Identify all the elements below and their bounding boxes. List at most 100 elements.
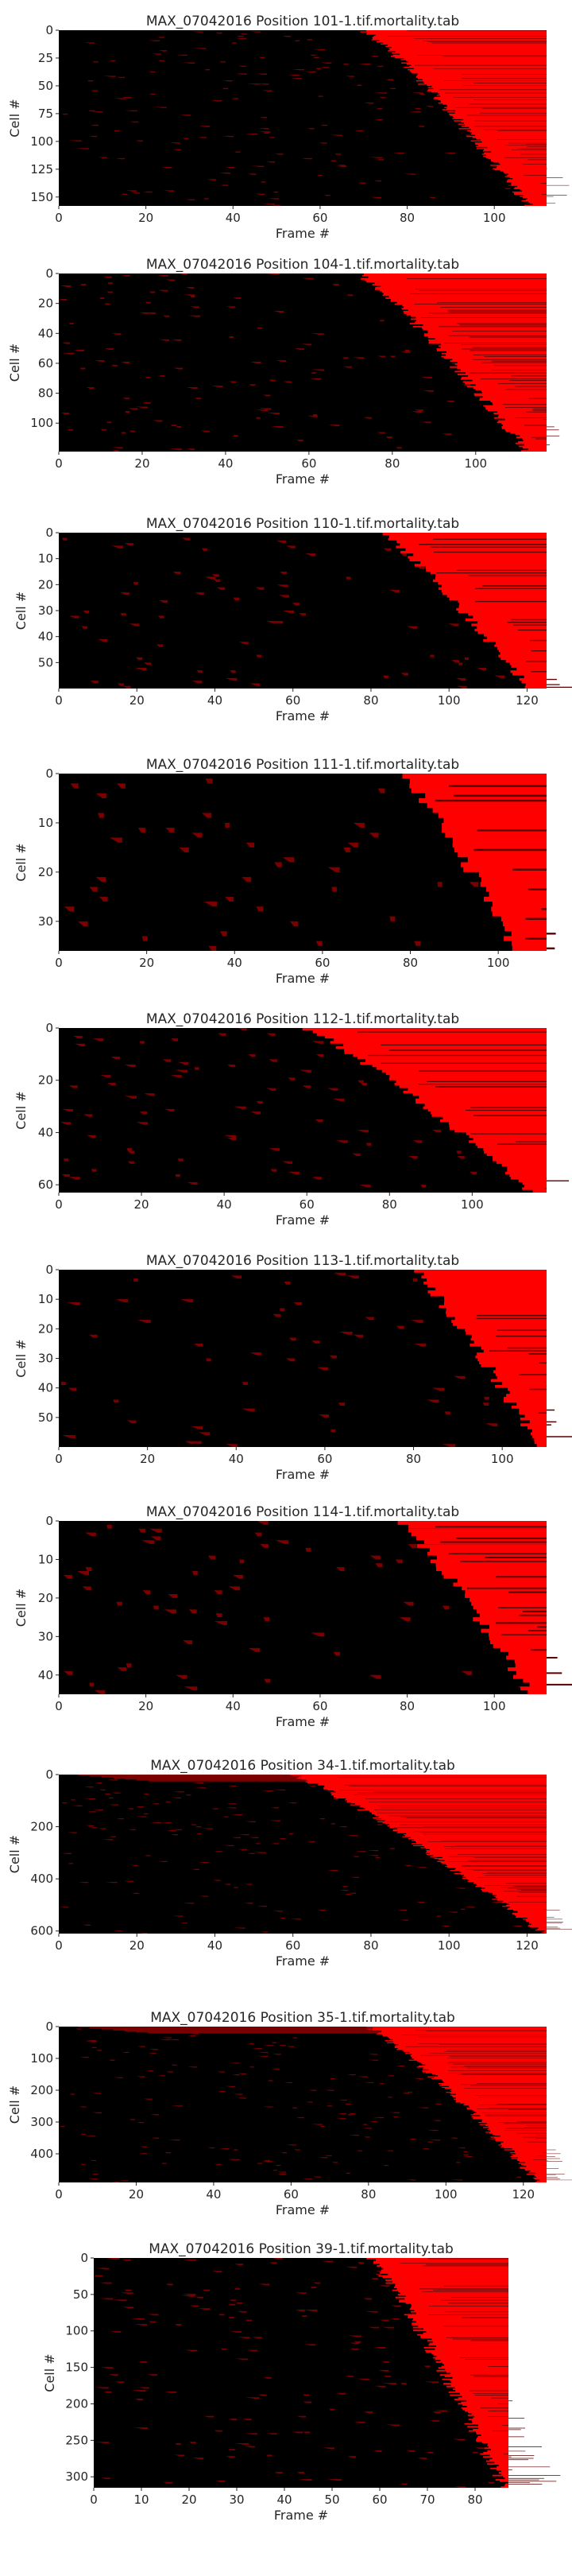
x-tick-label: 0 bbox=[55, 693, 63, 708]
y-axis-label: Cell # bbox=[7, 1835, 22, 1873]
x-tick-label: 0 bbox=[55, 211, 63, 225]
x-tick-label: 0 bbox=[55, 1938, 63, 1953]
x-tick-label: 80 bbox=[467, 2493, 482, 2507]
x-axis-label: Frame # bbox=[276, 226, 330, 241]
x-tick-label: 40 bbox=[229, 1452, 244, 1466]
y-tick-label: 0 bbox=[45, 2019, 53, 2034]
x-tick-label: 30 bbox=[229, 2493, 244, 2507]
x-axis-label: Frame # bbox=[276, 971, 330, 986]
heatmap-flicker bbox=[358, 1031, 570, 1189]
chart-title: MAX_07042016 Position 110-1.tif.mortalit… bbox=[146, 516, 459, 532]
y-tick-label: 200 bbox=[30, 1820, 53, 1834]
x-tick-label: 20 bbox=[138, 1699, 153, 1713]
x-tick-label: 100 bbox=[487, 956, 510, 970]
y-tick-label: 60 bbox=[38, 1177, 53, 1192]
x-axis-label: Frame # bbox=[276, 1714, 330, 1729]
y-tick-label: 0 bbox=[45, 1263, 53, 1277]
heatmap-flicker bbox=[400, 2258, 561, 2485]
x-tick-label: 100 bbox=[483, 1699, 506, 1713]
x-axis-label: Frame # bbox=[276, 708, 330, 724]
y-tick-label: 100 bbox=[65, 2324, 88, 2338]
heatmap-flicker bbox=[418, 538, 572, 689]
heatmap-flicker bbox=[435, 1526, 572, 1686]
x-tick-label: 60 bbox=[300, 1197, 315, 1212]
x-tick-label: 60 bbox=[317, 1452, 332, 1466]
heatmap-cells bbox=[95, 2258, 561, 2488]
y-tick-label: 75 bbox=[38, 107, 53, 121]
y-tick-label: 0 bbox=[45, 1767, 53, 1782]
y-tick-label: 20 bbox=[38, 1321, 53, 1336]
y-axis-label: Cell # bbox=[14, 592, 29, 630]
heatmap-cells bbox=[60, 1028, 570, 1193]
y-tick-label: 20 bbox=[38, 1073, 53, 1088]
x-axis-label: Frame # bbox=[274, 2508, 328, 2523]
y-tick-label: 50 bbox=[73, 2287, 88, 2302]
heatmap-flicker bbox=[402, 2030, 572, 2181]
x-tick-label: 20 bbox=[129, 2187, 144, 2202]
y-tick-label: 10 bbox=[38, 816, 53, 830]
y-axis-label: Cell # bbox=[14, 1339, 29, 1377]
y-tick-label: 150 bbox=[65, 2361, 88, 2375]
x-tick-label: 100 bbox=[491, 1452, 514, 1466]
heatmap-flicker bbox=[388, 30, 570, 204]
heatmap-death-region bbox=[361, 274, 547, 452]
chart-title: MAX_07042016 Position 101-1.tif.mortalit… bbox=[146, 14, 459, 29]
chart-title: MAX_07042016 Position 113-1.tif.mortalit… bbox=[146, 1253, 459, 1269]
y-tick-label: 0 bbox=[45, 1021, 53, 1035]
y-tick-label: 60 bbox=[38, 356, 53, 370]
heatmap-panel-6: MAX_07042016 Position 114-1.tif.mortalit… bbox=[14, 1504, 572, 1729]
y-tick-label: 50 bbox=[38, 79, 53, 93]
heatmap-death-region bbox=[414, 1270, 547, 1447]
y-tick-label: 250 bbox=[65, 2433, 88, 2447]
heatmap-cells bbox=[62, 30, 570, 207]
heatmap-dim-signal bbox=[60, 2027, 522, 2183]
y-tick-label: 0 bbox=[45, 766, 53, 781]
y-tick-label: 50 bbox=[38, 655, 53, 669]
x-tick-label: 40 bbox=[217, 1197, 232, 1212]
y-tick-label: 200 bbox=[30, 2083, 53, 2097]
x-tick-label: 0 bbox=[55, 2187, 63, 2202]
x-axis-label: Frame # bbox=[276, 1212, 330, 1228]
y-tick-label: 0 bbox=[45, 526, 53, 540]
x-tick-label: 80 bbox=[400, 1699, 415, 1713]
heatmap-death-region bbox=[366, 2258, 508, 2488]
heatmap-death-region bbox=[289, 1775, 547, 1934]
y-axis-label: Cell # bbox=[14, 1589, 29, 1627]
x-tick-label: 60 bbox=[315, 956, 330, 970]
y-tick-label: 30 bbox=[38, 1352, 53, 1366]
y-tick-label: 0 bbox=[45, 1514, 53, 1528]
x-tick-label: 20 bbox=[129, 1938, 145, 1953]
x-tick-label: 20 bbox=[139, 956, 154, 970]
x-tick-label: 40 bbox=[227, 956, 242, 970]
y-tick-label: 10 bbox=[38, 1292, 53, 1306]
x-axis-label: Frame # bbox=[276, 1467, 330, 1482]
x-tick-label: 60 bbox=[312, 1699, 327, 1713]
y-tick-label: 20 bbox=[38, 577, 53, 592]
y-tick-label: 50 bbox=[38, 1410, 53, 1425]
chart-title: MAX_07042016 Position 112-1.tif.mortalit… bbox=[146, 1011, 459, 1027]
y-tick-label: 20 bbox=[38, 1591, 53, 1605]
x-tick-label: 100 bbox=[435, 2187, 458, 2202]
heatmap-cells bbox=[60, 2027, 572, 2183]
heatmap-cells bbox=[63, 1521, 572, 1694]
y-tick-label: 0 bbox=[80, 2251, 88, 2265]
x-tick-label: 60 bbox=[285, 693, 300, 708]
x-tick-label: 20 bbox=[181, 2493, 196, 2507]
y-tick-label: 30 bbox=[38, 914, 53, 929]
x-tick-label: 40 bbox=[206, 2187, 221, 2202]
heatmap-panel-2: MAX_07042016 Position 110-1.tif.mortalit… bbox=[14, 516, 572, 724]
y-axis-label: Cell # bbox=[42, 2353, 57, 2392]
x-tick-label: 40 bbox=[226, 211, 241, 225]
heatmap-cells bbox=[60, 1270, 572, 1447]
x-tick-label: 80 bbox=[403, 956, 418, 970]
y-axis-label: Cell # bbox=[14, 843, 29, 881]
heatmap-panel-1: MAX_07042016 Position 104-1.tif.mortalit… bbox=[7, 257, 560, 487]
y-tick-label: 300 bbox=[30, 2115, 53, 2129]
x-tick-label: 0 bbox=[55, 1197, 63, 1212]
y-tick-label: 30 bbox=[38, 603, 53, 618]
x-tick-label: 40 bbox=[207, 693, 222, 708]
x-tick-label: 0 bbox=[55, 1699, 63, 1713]
y-tick-label: 40 bbox=[38, 1668, 53, 1682]
chart-title: MAX_07042016 Position 104-1.tif.mortalit… bbox=[146, 257, 459, 273]
